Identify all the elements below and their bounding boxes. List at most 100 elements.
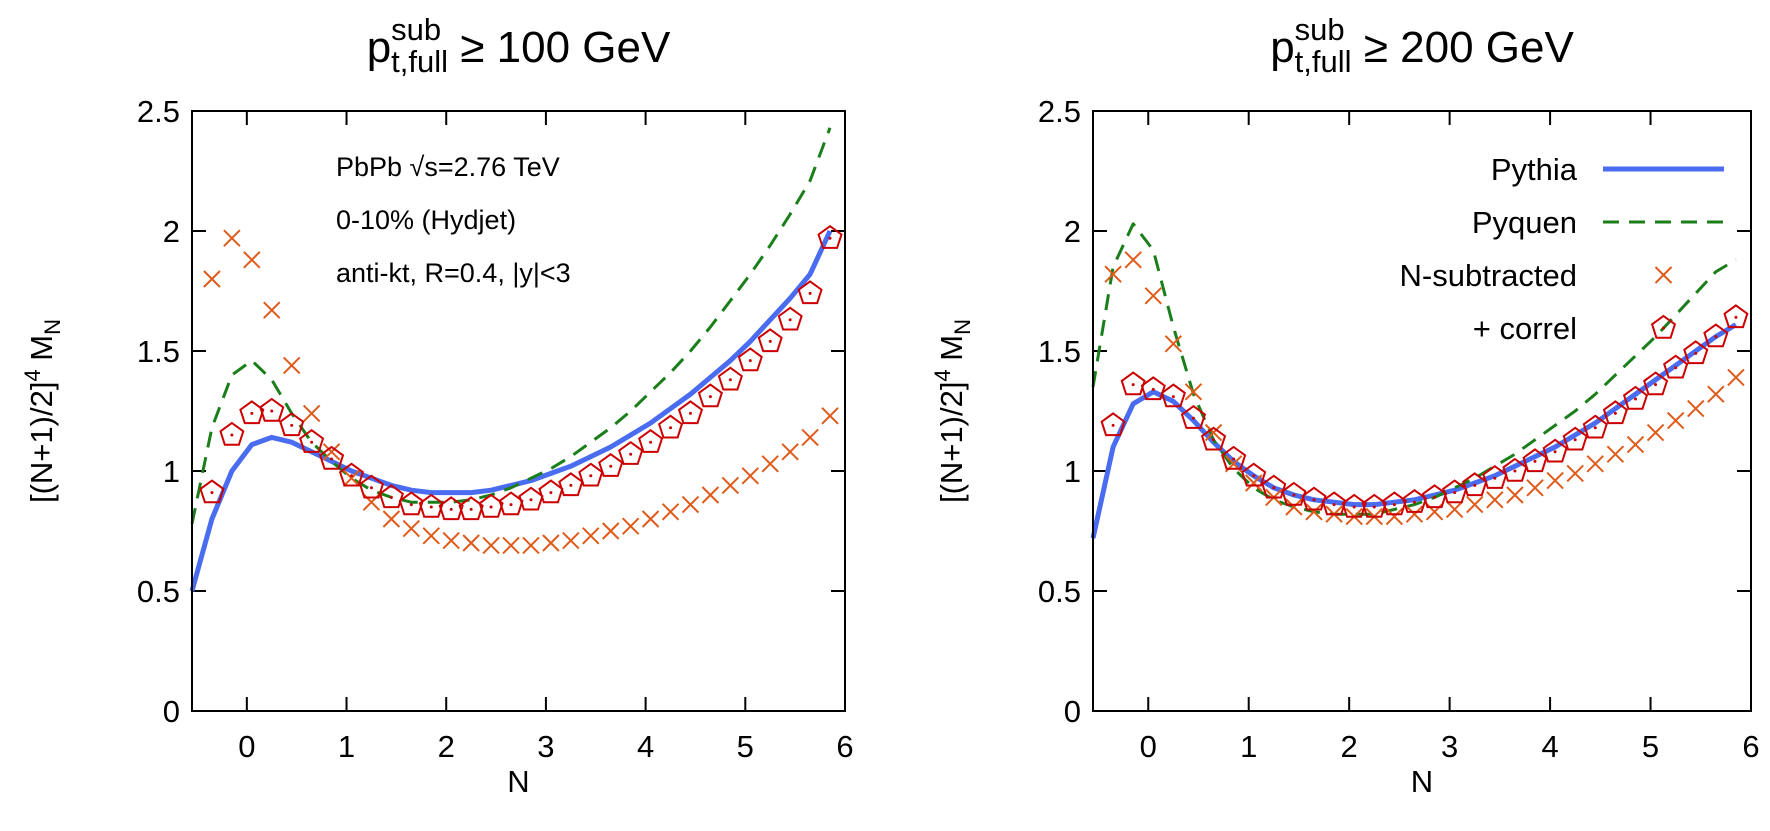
pentagon-dot bbox=[1473, 483, 1477, 487]
pentagon-dot bbox=[609, 464, 613, 468]
pentagon-outline bbox=[418, 493, 444, 518]
pentagon-outline bbox=[199, 479, 225, 504]
cross-marker bbox=[1124, 251, 1142, 269]
pentagon-marker bbox=[777, 306, 803, 331]
pentagon-dot bbox=[330, 457, 334, 461]
pentagon-marker bbox=[259, 397, 285, 422]
pentagon-outline bbox=[1120, 371, 1146, 396]
pentagon-marker bbox=[618, 440, 644, 465]
line-series bbox=[189, 229, 833, 592]
pentagon-outline bbox=[259, 397, 285, 422]
pentagon-marker bbox=[538, 479, 564, 504]
cross-marker bbox=[721, 476, 740, 495]
pentagon-dot bbox=[1613, 411, 1617, 415]
pentagon-marker bbox=[338, 462, 365, 487]
annotation: PbPb √s=2.76 TeV bbox=[336, 152, 560, 182]
pentagon-outline bbox=[1261, 474, 1287, 499]
pentagon-marker bbox=[418, 493, 444, 518]
y-label-mid: M bbox=[934, 335, 969, 369]
pentagon-outline bbox=[1650, 314, 1677, 339]
pentagon-dot bbox=[1674, 366, 1678, 370]
pentagon-marker bbox=[378, 484, 404, 509]
x-tick-label: 6 bbox=[836, 729, 853, 764]
cross-marker bbox=[1164, 335, 1183, 353]
cross-marker bbox=[1104, 265, 1122, 283]
pentagon-dot bbox=[569, 483, 573, 487]
line-series bbox=[1090, 322, 1738, 539]
pentagon-dot bbox=[1513, 469, 1517, 473]
cross-marker bbox=[1687, 399, 1705, 418]
cross-marker bbox=[1566, 464, 1584, 483]
pentagon-outline bbox=[358, 474, 385, 499]
y-tick-label: 0 bbox=[163, 694, 180, 729]
y-tick-label: 0.5 bbox=[1038, 574, 1081, 609]
y-tick-label: 0 bbox=[1064, 694, 1081, 729]
pentagon-dot bbox=[1272, 486, 1276, 490]
pentagon-dot bbox=[728, 378, 732, 382]
cross-marker bbox=[681, 495, 700, 514]
y-axis-label: [(N+1)/2]4 MN bbox=[20, 319, 65, 503]
pentagon-outline bbox=[638, 428, 664, 453]
pentagon-dot bbox=[808, 291, 812, 295]
pentagon-marker bbox=[1522, 448, 1548, 473]
pentagon-marker bbox=[319, 445, 345, 470]
cross-marker bbox=[781, 443, 799, 461]
title-rest: ≥ 100 GeV bbox=[448, 23, 671, 72]
pentagon-marker bbox=[1582, 414, 1608, 439]
x-tick-label: 4 bbox=[1541, 729, 1558, 764]
pentagon-marker bbox=[1120, 371, 1146, 396]
cross-marker bbox=[602, 522, 620, 540]
pentagon-outline bbox=[1602, 400, 1628, 425]
cross-marker bbox=[1707, 385, 1725, 403]
cross-marker bbox=[322, 443, 341, 461]
pentagon-outline bbox=[817, 224, 843, 249]
pentagon-outline bbox=[299, 428, 325, 453]
pentagon-marker bbox=[677, 400, 704, 425]
title-sup: sub bbox=[1295, 12, 1345, 47]
pentagon-dot bbox=[788, 318, 792, 322]
pentagon-dot bbox=[389, 495, 393, 499]
pentagon-marker bbox=[1301, 486, 1327, 511]
pentagon-dot bbox=[1252, 474, 1256, 478]
pentagon-outline bbox=[1663, 354, 1689, 379]
y-tick-label: 2.5 bbox=[1038, 94, 1081, 129]
pentagon-dot bbox=[1412, 500, 1416, 504]
pentagon-dot bbox=[828, 236, 832, 240]
cross-marker bbox=[382, 510, 401, 528]
pentagon-outline bbox=[598, 452, 624, 477]
pentagon-dot bbox=[1654, 383, 1658, 387]
pentagon-marker bbox=[817, 224, 843, 249]
cross-marker bbox=[282, 356, 301, 375]
cross-marker bbox=[641, 510, 660, 528]
pentagon-dot bbox=[350, 474, 354, 478]
pentagon-outline bbox=[737, 347, 763, 372]
plot-frame bbox=[191, 110, 846, 712]
x-axis-label: N bbox=[1411, 764, 1433, 799]
pentagon-marker bbox=[358, 474, 385, 499]
pentagon-marker bbox=[1241, 462, 1267, 487]
cross-marker bbox=[522, 536, 540, 555]
panel: psub t,full ≥ 100 GeV[(N+1)/2]4 MNN00.511… bbox=[20, 12, 854, 799]
pentagon-marker bbox=[1683, 340, 1709, 365]
x-tick-label: 6 bbox=[1742, 729, 1759, 764]
y-label-mid: M bbox=[24, 335, 59, 369]
cross-marker bbox=[1245, 474, 1263, 492]
pentagon-dot bbox=[250, 411, 254, 415]
title-base: p bbox=[1270, 23, 1294, 72]
pentagon-outline bbox=[398, 491, 424, 516]
pentagon-dot bbox=[1392, 503, 1396, 507]
pentagon-marker bbox=[1703, 323, 1729, 348]
pentagon-dot bbox=[1453, 491, 1457, 495]
x-tick-label: 0 bbox=[1140, 729, 1157, 764]
pentagon-marker bbox=[737, 347, 763, 372]
pentagon-marker bbox=[1140, 376, 1166, 401]
cross-marker bbox=[1526, 479, 1544, 497]
x-tick-label: 2 bbox=[438, 729, 455, 764]
pentagon-outline bbox=[1100, 412, 1126, 437]
pentagon-dot bbox=[1714, 335, 1718, 339]
cross-marker bbox=[462, 534, 480, 552]
pentagon-dot bbox=[429, 505, 433, 509]
pentagon-outline bbox=[558, 472, 584, 497]
pentagon-dot bbox=[1151, 387, 1155, 391]
pentagon-marker bbox=[219, 421, 245, 446]
